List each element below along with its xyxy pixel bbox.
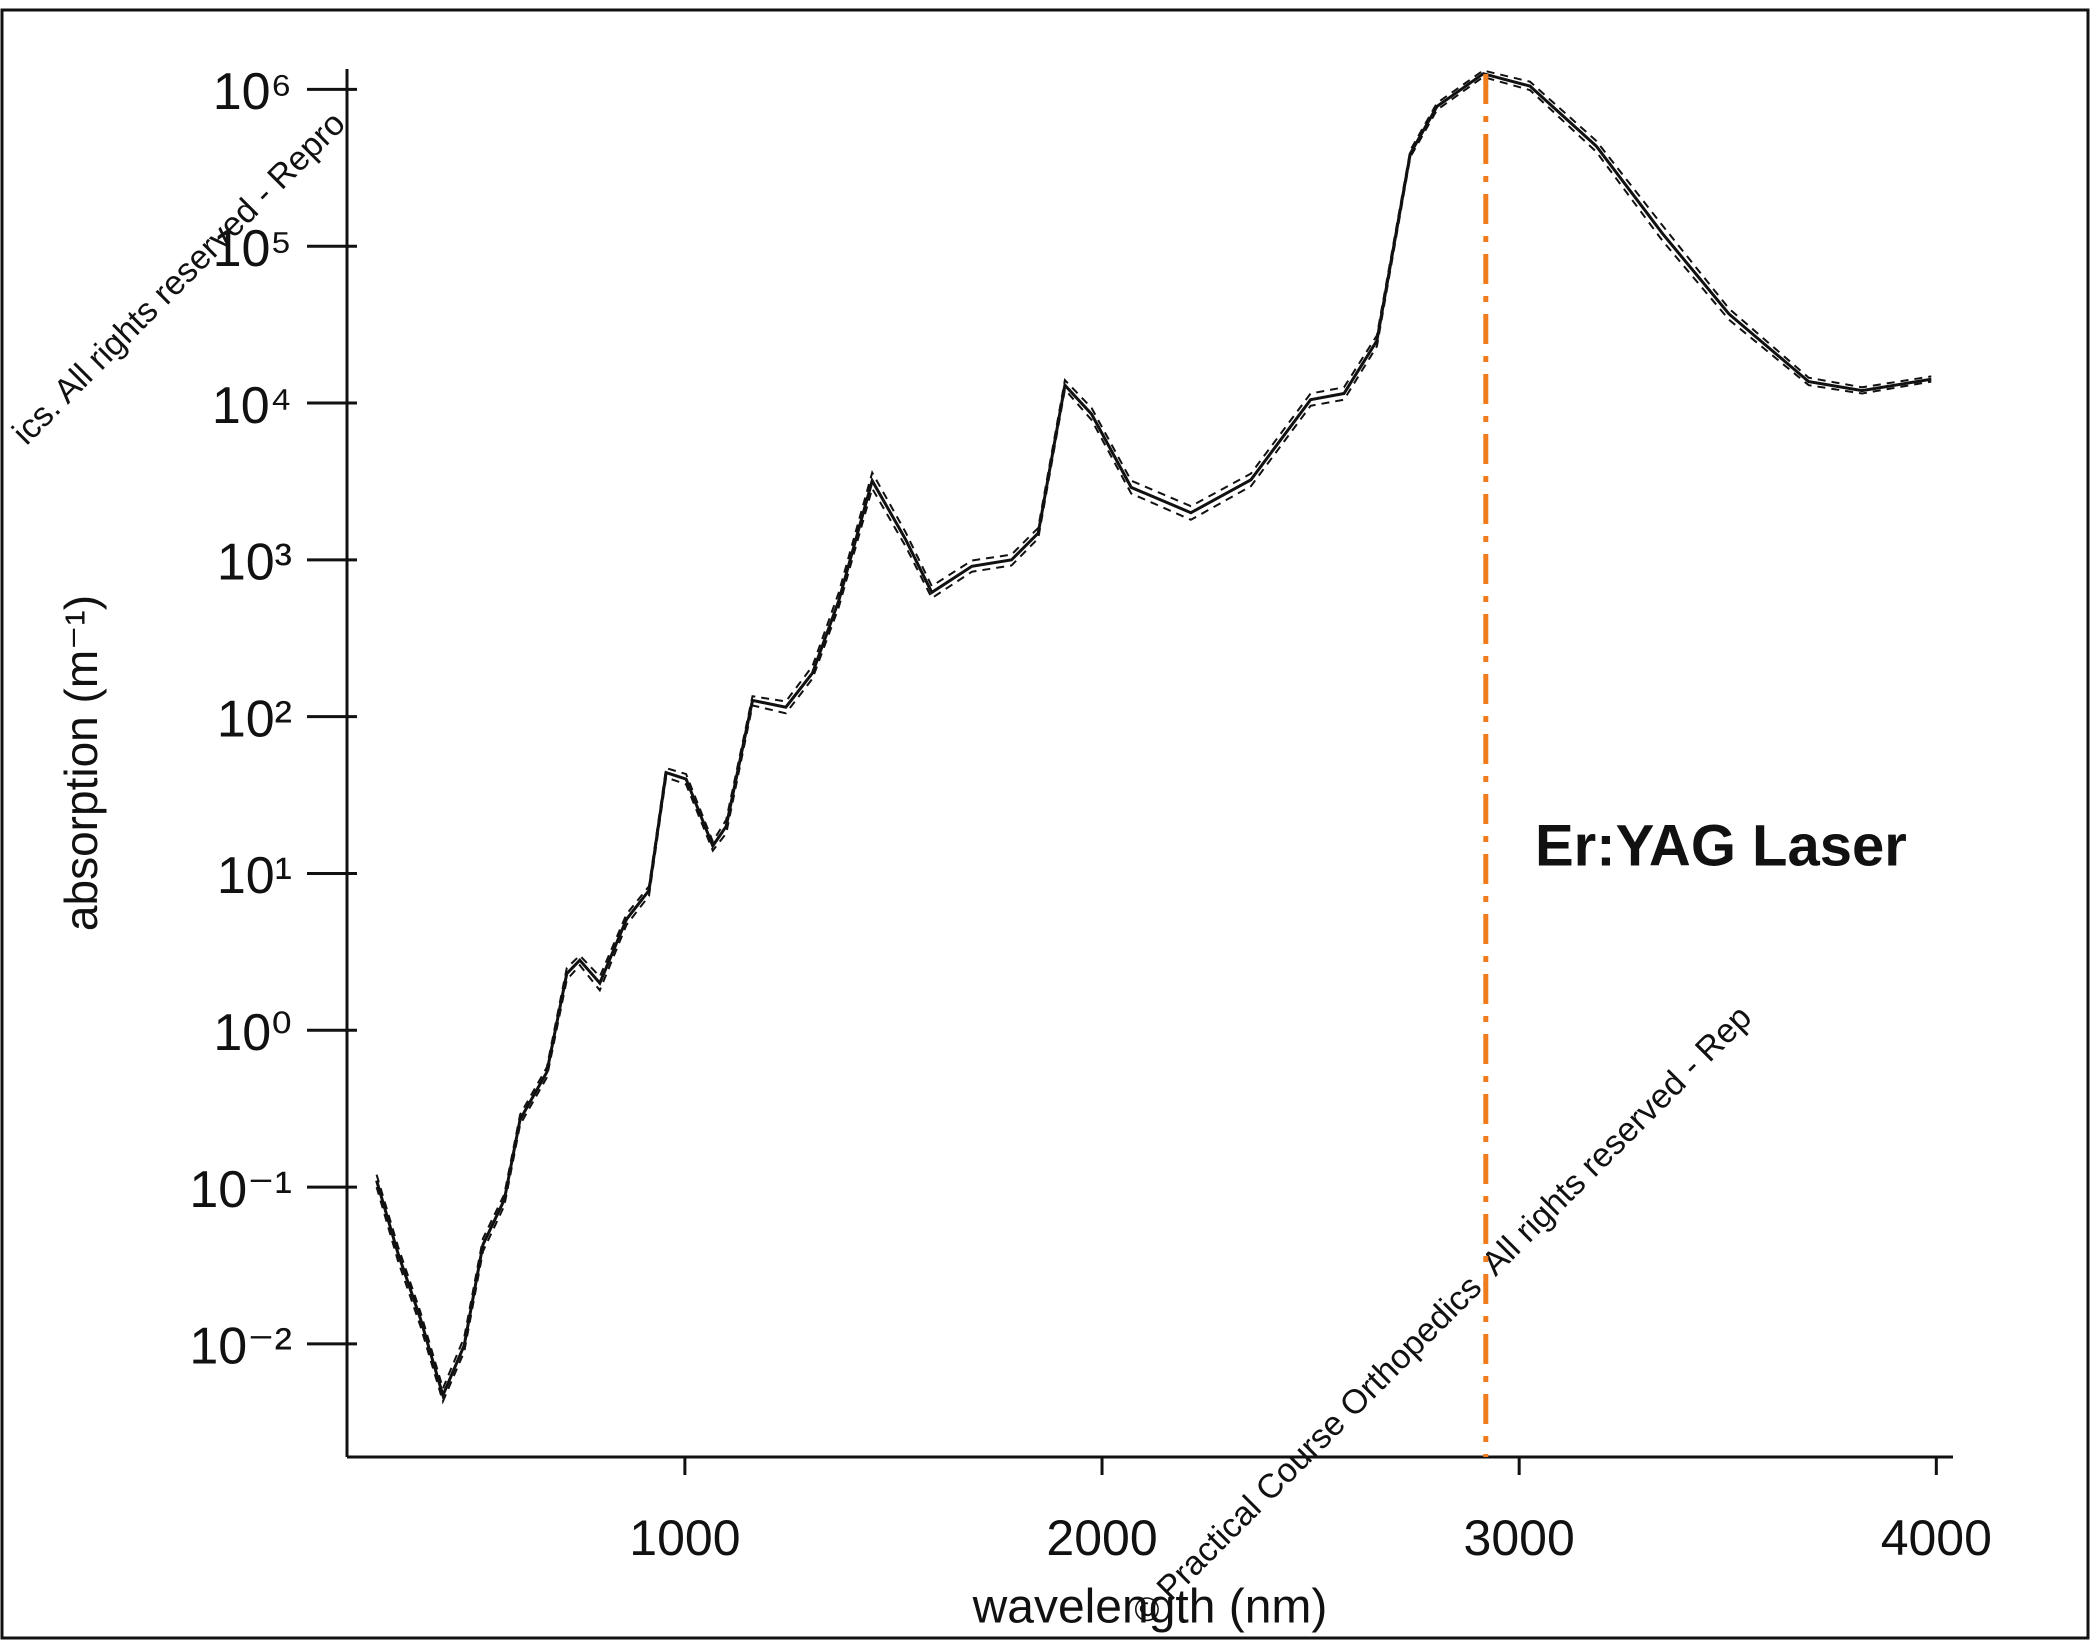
x-axis-label: wavelength (nm): [972, 1581, 1328, 1634]
y-tick-label: 10⁴: [212, 377, 292, 435]
y-tick-label: 10⁶: [213, 63, 292, 121]
y-tick-label: 10⁻¹: [189, 1161, 292, 1219]
series-line: [375, 75, 1932, 1405]
y-tick-label: 10³: [217, 534, 292, 592]
y-axis-label: absorption (m⁻¹): [55, 595, 107, 931]
y-tick-label: 10²: [217, 690, 292, 748]
series-line: [375, 72, 1932, 1400]
x-tick-label: 1000: [629, 1510, 740, 1566]
annotation: Er:YAG Laser: [1535, 813, 1907, 878]
frame: [0, 8, 2090, 1640]
x-tick-label: 4000: [1881, 1510, 1992, 1566]
x-tick-label: 3000: [1464, 1510, 1575, 1566]
y-tick-label: 10⁻²: [189, 1318, 292, 1376]
y-tick-label: 10⁰: [213, 1004, 292, 1062]
series-line: [375, 69, 1932, 1392]
x-tick-label: 2000: [1046, 1510, 1157, 1566]
y-tick-label: 10¹: [217, 847, 292, 905]
y-tick-label: 10⁵: [213, 220, 292, 278]
